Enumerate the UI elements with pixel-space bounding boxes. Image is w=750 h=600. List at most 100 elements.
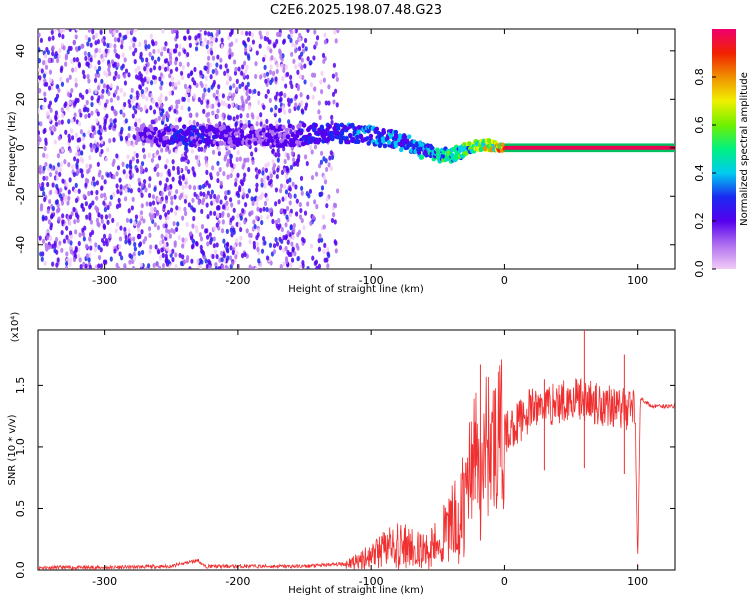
spectrogram-noise-cell [143, 77, 147, 83]
spectrogram-noise-cell [225, 246, 229, 252]
spectrogram-noise-cell [321, 52, 326, 58]
spectrogram-noise-cell [282, 261, 286, 267]
spectrogram-noise-cell [219, 199, 223, 205]
spectrogram-noise-cell [69, 234, 73, 240]
spectrogram-noise-cell [159, 93, 163, 99]
spectrogram-noise-cell [277, 199, 281, 205]
spectrogram-noise-cell [164, 223, 168, 229]
spectrogram-noise-cell [75, 57, 79, 63]
spectrogram-noise-cell [107, 90, 111, 97]
spectrogram-noise-cell [158, 65, 162, 71]
spectrogram-ridge-cell [346, 139, 351, 145]
spectrogram-noise-cell [310, 174, 315, 181]
spectrogram-noise-cell [131, 156, 135, 162]
spectrogram-noise-cell [266, 175, 270, 181]
spectrogram-noise-cell [317, 246, 322, 252]
spectrogram-noise-cell [137, 187, 141, 193]
spectrogram-noise-cell [83, 50, 87, 56]
spectrogram-noise-cell [255, 215, 259, 221]
spectrogram-noise-cell [38, 130, 41, 136]
spectrogram-noise-cell [48, 163, 53, 169]
spectrogram-noise-cell [231, 249, 235, 256]
spectrogram-noise-cell [130, 125, 134, 132]
spectrogram-noise-cell [44, 161, 48, 167]
spectrogram-noise-cell [106, 147, 110, 153]
spectrogram-noise-cell [305, 191, 309, 197]
colorbar-tick-label: 0.2 [693, 212, 706, 230]
spectrogram-ridge-cell [253, 141, 258, 146]
spectrogram-noise-cell [77, 63, 81, 69]
spectrogram-noise-cell [149, 105, 153, 111]
spectrogram-noise-cell [42, 191, 46, 197]
spectrogram-noise-cell [124, 239, 128, 245]
spectrogram-noise-cell [80, 173, 84, 179]
spectrogram-noise-cell [206, 213, 210, 220]
spectrogram-noise-cell [68, 214, 73, 220]
spectrogram-noise-cell [332, 212, 336, 218]
spectrogram-noise-cell [124, 68, 129, 74]
spectrogram-noise-cell [287, 101, 291, 107]
spectrogram-noise-cell [180, 156, 184, 163]
spectrogram-noise-cell [253, 88, 257, 94]
spectrogram-noise-cell [143, 39, 148, 45]
spectrogram-noise-cell [140, 88, 144, 95]
spectrogram-noise-cell [102, 51, 106, 57]
spectrogram-noise-cell [174, 81, 178, 88]
spectrogram-noise-cell [226, 68, 230, 74]
spectrogram-noise-cell [54, 236, 59, 243]
spectrogram-noise-cell [172, 220, 176, 227]
spectrogram-noise-cell [292, 29, 296, 34]
spectrogram-noise-cell [250, 32, 254, 38]
spectrogram-noise-cell [317, 263, 322, 269]
spectrogram-noise-cell [170, 195, 174, 201]
spectrogram-noise-cell [172, 48, 177, 54]
spectrogram-noise-cell [42, 175, 46, 181]
spectrogram-noise-cell [297, 62, 302, 68]
spectrogram-noise-cell [232, 83, 236, 89]
spectrogram-noise-cell [234, 254, 238, 260]
spectrogram-noise-cell [184, 183, 188, 189]
spectrogram-noise-cell [140, 183, 144, 189]
spectrogram-noise-cell [108, 201, 112, 207]
spectrogram-x-tick-label: -100 [359, 274, 384, 287]
spectrogram-noise-cell [58, 171, 62, 177]
spectrogram-noise-cell [225, 151, 229, 157]
spectrogram-noise-cell [55, 249, 59, 255]
spectrogram-noise-cell [141, 93, 145, 99]
spectrogram-noise-cell [177, 99, 181, 105]
spectrogram-ridge-cell [407, 134, 412, 140]
spectrogram-noise-cell [300, 57, 304, 63]
spectrogram-noise-cell [160, 51, 164, 57]
spectrogram-noise-cell [303, 37, 308, 44]
spectrogram-noise-cell [306, 266, 310, 269]
spectrogram-noise-cell [274, 187, 279, 193]
spectrogram-noise-cell [255, 187, 259, 193]
spectrogram-noise-cell [312, 55, 316, 61]
spectrogram-noise-cell [227, 103, 231, 109]
spectrogram-noise-cell [143, 66, 147, 72]
spectrogram-noise-cell [248, 88, 252, 94]
spectrogram-noise-cell [283, 184, 287, 190]
spectrogram-noise-cell [129, 174, 133, 180]
spectrogram-noise-cell [292, 58, 296, 64]
spectrogram-noise-cell [61, 112, 65, 119]
spectrogram-noise-cell [124, 187, 128, 193]
spectrogram-noise-cell [290, 241, 294, 247]
spectrogram-noise-cell [123, 263, 127, 269]
spectrogram-noise-cell [280, 63, 284, 69]
spectrogram-noise-cell [178, 116, 182, 122]
spectrogram-noise-cell [46, 49, 51, 55]
spectrogram-noise-cell [60, 229, 64, 236]
spectrogram-ridge-cell [182, 124, 187, 130]
spectrogram-noise-cell [272, 249, 277, 255]
spectrogram-ridge-cell [400, 142, 406, 148]
spectrogram-noise-cell [269, 173, 273, 179]
spectrogram-noise-cell [126, 187, 131, 193]
spectrogram-noise-cell [246, 81, 250, 87]
spectrogram-noise-cell [58, 167, 63, 173]
spectrogram-y-tick-label: -20 [14, 187, 27, 205]
spectrogram-noise-cell [235, 78, 239, 84]
spectrogram-noise-cell [195, 82, 199, 88]
spectrogram-noise-cell [235, 190, 240, 197]
spectrogram-noise-cell [257, 227, 261, 234]
